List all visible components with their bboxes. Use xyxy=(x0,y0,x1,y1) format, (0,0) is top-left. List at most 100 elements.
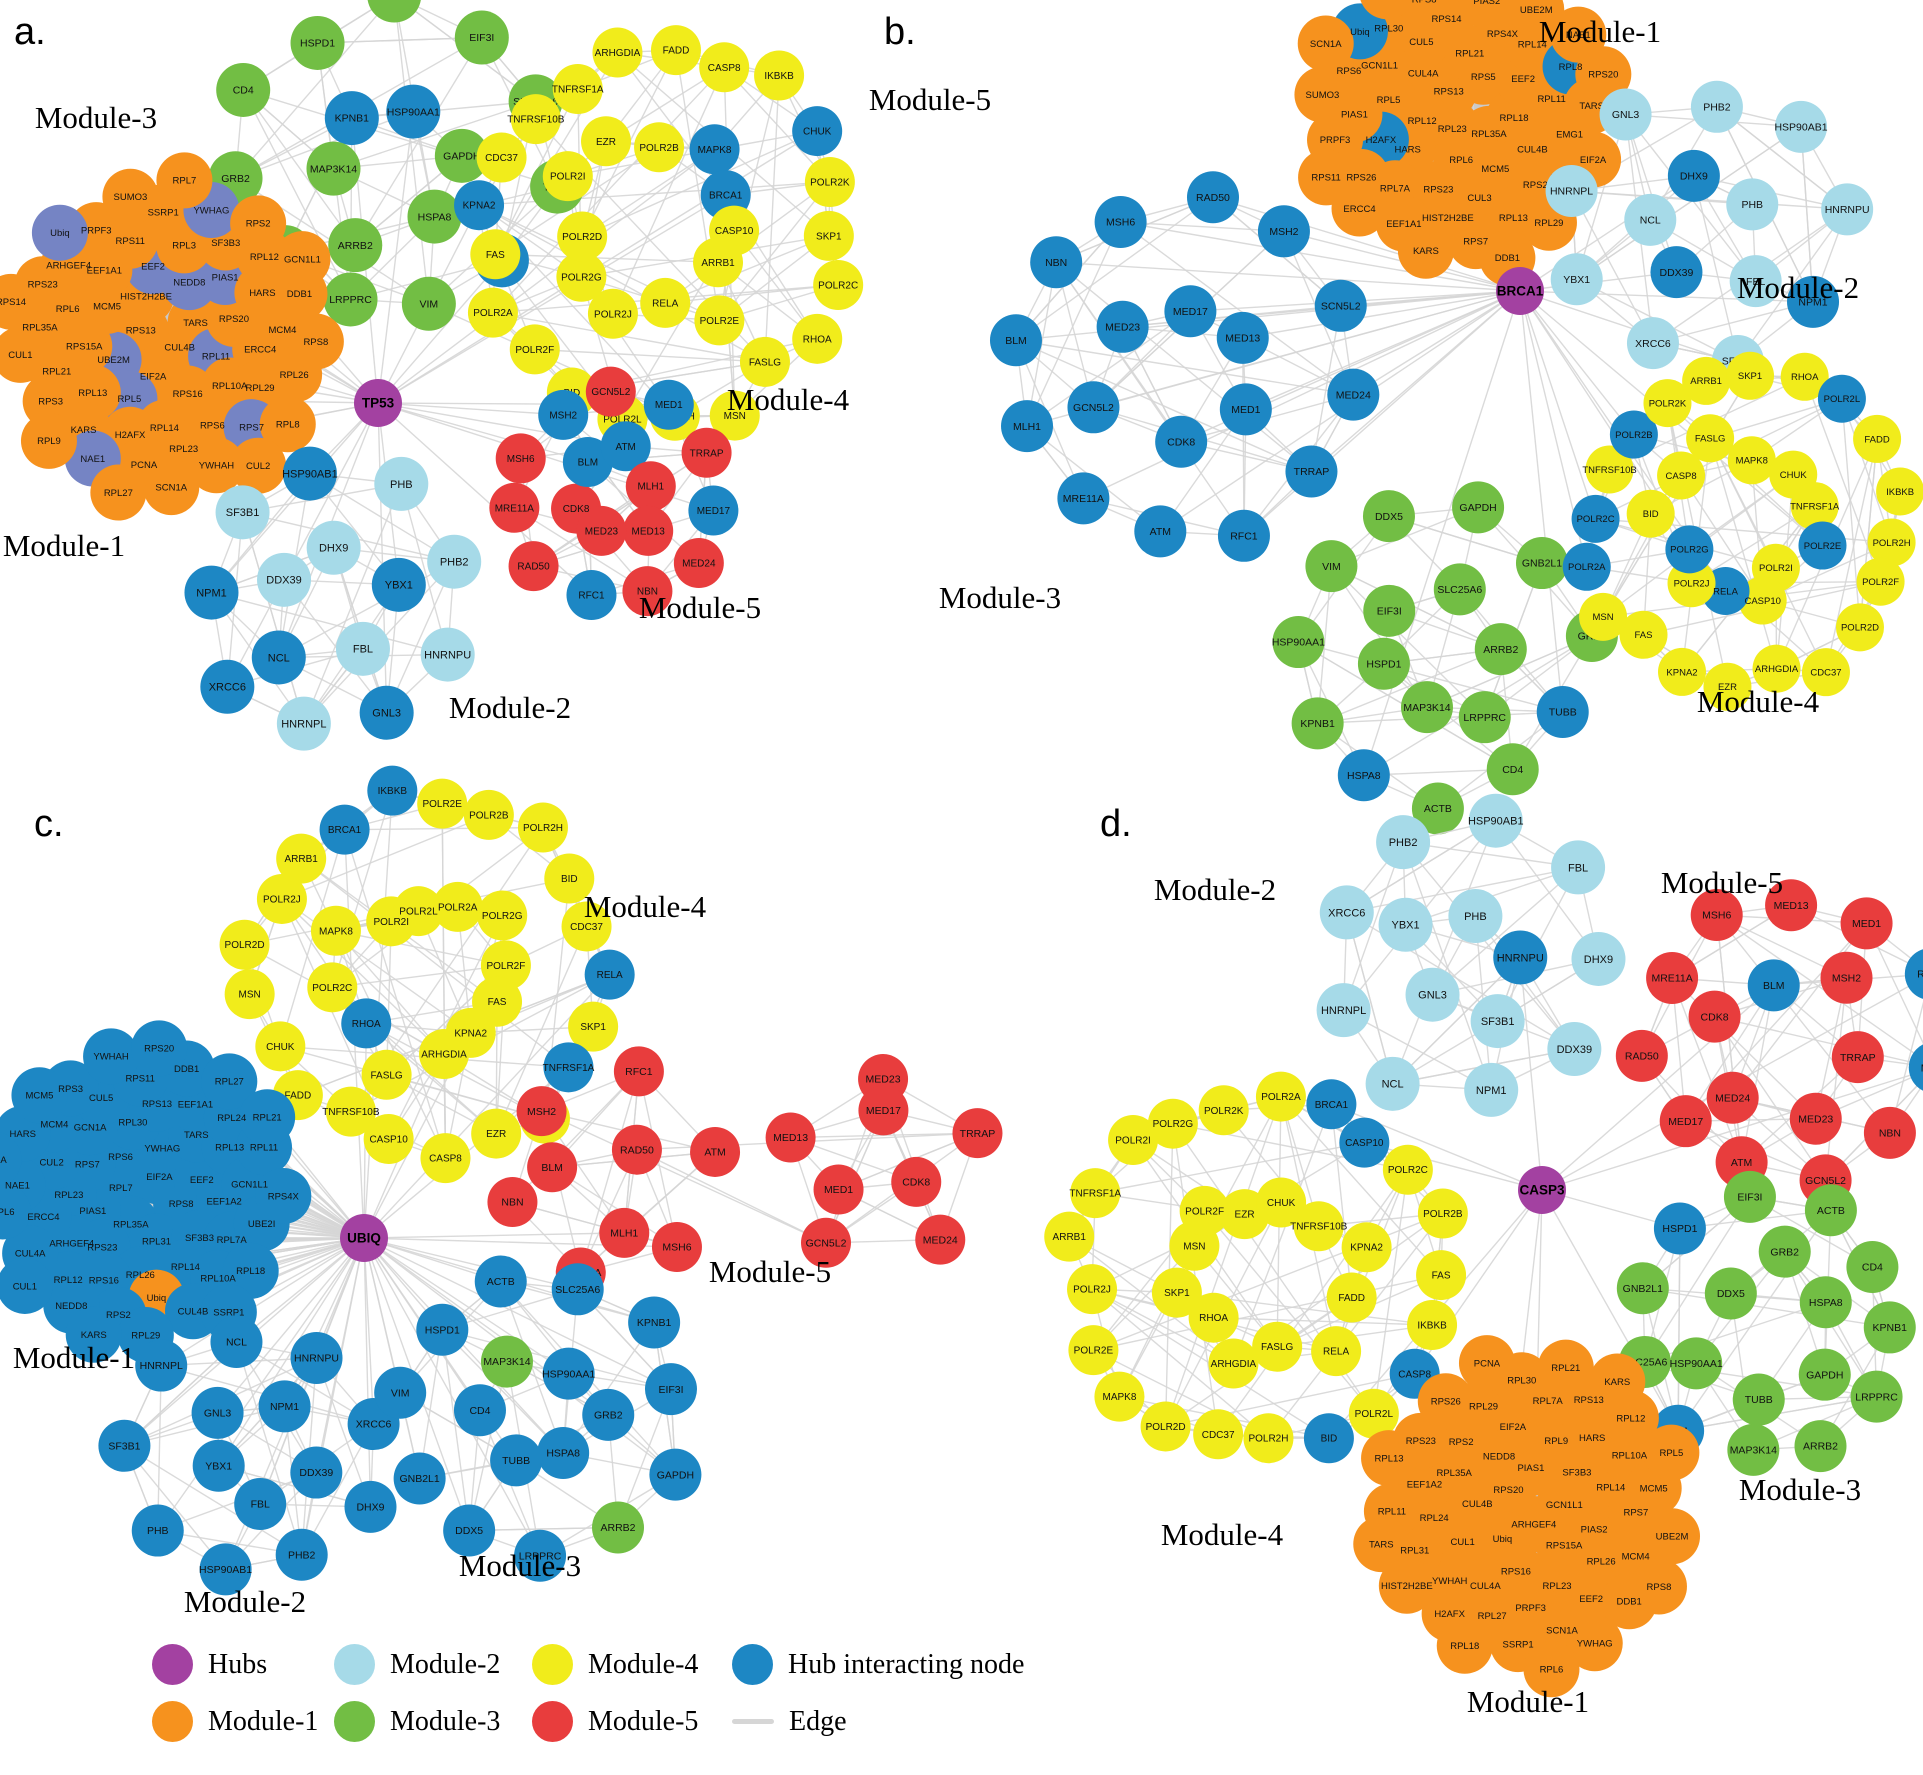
node-PHB2 xyxy=(1376,815,1431,870)
edge xyxy=(1685,984,1775,1122)
node-POLR2J xyxy=(587,288,638,339)
node-BID xyxy=(544,853,595,904)
node-RPS11 xyxy=(1298,149,1355,206)
edge xyxy=(386,561,455,713)
node-RPL27 xyxy=(90,464,147,521)
node-SKP1 xyxy=(1726,351,1775,400)
node-POLR2B xyxy=(634,122,685,173)
panel-letter-c: c. xyxy=(34,803,64,845)
edge xyxy=(1432,866,1579,996)
node-SUMO3 xyxy=(102,168,159,225)
edge xyxy=(1363,290,1521,776)
node-SKP1 xyxy=(803,210,854,261)
node-HSP90AA1 xyxy=(386,84,441,139)
edge xyxy=(363,1232,625,1239)
edge xyxy=(1519,175,1695,292)
node-POLR2A xyxy=(1255,1071,1306,1122)
node-RELA xyxy=(640,277,691,328)
node-NCL xyxy=(210,1315,263,1368)
node-PHB2 xyxy=(1690,80,1743,133)
node-SCN1A xyxy=(143,459,200,516)
node-YBX1 xyxy=(192,1439,245,1492)
edge xyxy=(377,111,414,404)
node-POLR2G xyxy=(556,251,607,302)
edge xyxy=(354,37,483,246)
node-ARRB1 xyxy=(1044,1211,1095,1262)
node-RHOA xyxy=(341,998,392,1049)
node-SF3B1 xyxy=(1470,994,1525,1049)
label-layer-b: Module-1 Module-5 Module-2 Module-3 Module-4… xyxy=(869,11,1859,719)
node-BLM xyxy=(562,437,613,488)
hub-swatch-icon xyxy=(152,1644,193,1685)
node-CASP10 xyxy=(1738,576,1787,625)
hub-label-CASP3: CASP3 xyxy=(1519,1183,1565,1198)
edge xyxy=(1298,641,1563,713)
edge xyxy=(495,253,719,263)
node-SLC25A6 xyxy=(1433,563,1486,616)
node-NPM1 xyxy=(1787,275,1840,328)
node-MLH1 xyxy=(599,1207,650,1258)
node-TNFRSF1A xyxy=(543,1042,594,1093)
node-POLR2D xyxy=(557,211,608,262)
node-UBE2M xyxy=(1644,1508,1701,1565)
node-POLR2D xyxy=(1140,1401,1191,1452)
node-MSN xyxy=(224,969,275,1020)
node-MSH6 xyxy=(651,1221,702,1272)
edge xyxy=(1310,305,1342,472)
node-MAP3K14 xyxy=(306,141,361,196)
node-VIM xyxy=(401,276,456,331)
node-KPNA2 xyxy=(1658,647,1707,696)
node-HSPA8 xyxy=(537,1426,590,1479)
edge xyxy=(1737,208,1848,362)
node-RPL27 xyxy=(201,1053,258,1110)
module3-swatch-icon xyxy=(334,1701,375,1742)
edge xyxy=(1709,438,1778,669)
edge xyxy=(1093,290,1521,408)
edge xyxy=(280,1045,546,1120)
node-HSP90AB1 xyxy=(1775,100,1828,153)
node-TRRAP xyxy=(681,427,732,478)
node-BID xyxy=(1303,1413,1354,1464)
node-RHOA xyxy=(1188,1292,1239,1343)
edge xyxy=(236,1237,365,1343)
node-RPS26 xyxy=(1417,1373,1474,1430)
node-POLR2G xyxy=(477,890,528,941)
node-HSP90AA1 xyxy=(1272,616,1325,669)
edge xyxy=(1164,1096,1282,1427)
label-layer-a: Module-3 Module-4 Module-1 Module-2 Module-5… xyxy=(3,11,850,725)
node-GNB2L1 xyxy=(1515,537,1568,590)
node-DDX5 xyxy=(1362,490,1415,543)
node-YWHAH xyxy=(83,1028,140,1085)
module-caption-d-Module-2: Module-2 xyxy=(1154,872,1276,907)
edge xyxy=(226,402,379,688)
node-TRRAP xyxy=(1285,445,1338,498)
node-RELA xyxy=(1311,1326,1362,1377)
node-LRPPRC xyxy=(1458,691,1511,744)
node-CASP8 xyxy=(1657,451,1706,500)
edge xyxy=(363,1237,372,1507)
edge xyxy=(1824,977,1848,1181)
edge xyxy=(1841,398,1861,628)
node-RPS4X xyxy=(255,1167,312,1224)
edge xyxy=(1571,190,1848,211)
node-DDX39 xyxy=(257,552,312,607)
node-SCN1A xyxy=(1297,15,1354,72)
legend-label: Module-1 xyxy=(208,1705,319,1737)
legend-item-module2: Module-2 xyxy=(334,1644,532,1685)
node-ARRB2 xyxy=(1794,1420,1847,1473)
node-CDK8 xyxy=(1155,415,1208,468)
edge xyxy=(1714,1015,1923,1066)
edge xyxy=(388,915,503,1140)
node-NBN xyxy=(1863,1106,1916,1159)
module-caption-a-Module-1: Module-1 xyxy=(3,528,125,563)
node-MED13 xyxy=(765,1112,816,1163)
edge xyxy=(1495,820,1600,960)
edge xyxy=(211,591,448,656)
node-MED1 xyxy=(1840,897,1893,950)
node-EZR xyxy=(1703,662,1752,711)
node-POLR2A xyxy=(432,881,483,932)
node-PHB2 xyxy=(427,534,482,589)
edge xyxy=(242,89,352,300)
edge xyxy=(400,483,449,655)
edge xyxy=(377,402,564,416)
